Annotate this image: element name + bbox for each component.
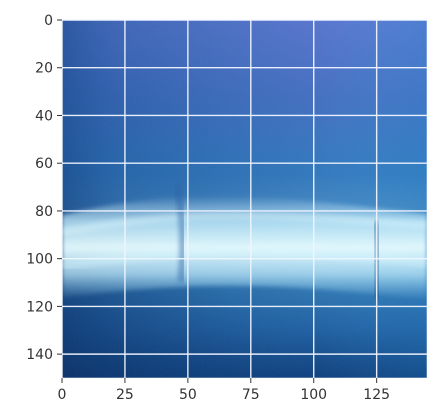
- y-tick-label-1: 20: [35, 61, 53, 77]
- y-tick-label-2: 40: [35, 108, 53, 124]
- y-tick-label-7: 140: [26, 347, 53, 363]
- heatmap-image: [62, 20, 427, 378]
- x-tick-label-5: 125: [363, 387, 390, 403]
- x-tick-label-2: 50: [179, 387, 197, 403]
- x-tick-label-1: 25: [116, 387, 134, 403]
- y-tick-label-5: 100: [26, 252, 53, 268]
- y-axis: 0 20 40 60 80 100 120 140: [26, 13, 62, 363]
- y-tick-label-6: 120: [26, 299, 53, 315]
- x-axis: 0 25 50 75 100 125: [58, 378, 390, 403]
- x-tick-label-3: 75: [242, 387, 260, 403]
- y-tick-label-3: 60: [35, 156, 53, 172]
- y-tick-label-4: 80: [35, 204, 53, 220]
- y-tick-label-0: 0: [44, 13, 53, 29]
- plot-frame: [61, 19, 427, 379]
- x-tick-label-4: 100: [300, 387, 327, 403]
- x-tick-label-0: 0: [58, 387, 67, 403]
- grid-lines: [61, 19, 427, 378]
